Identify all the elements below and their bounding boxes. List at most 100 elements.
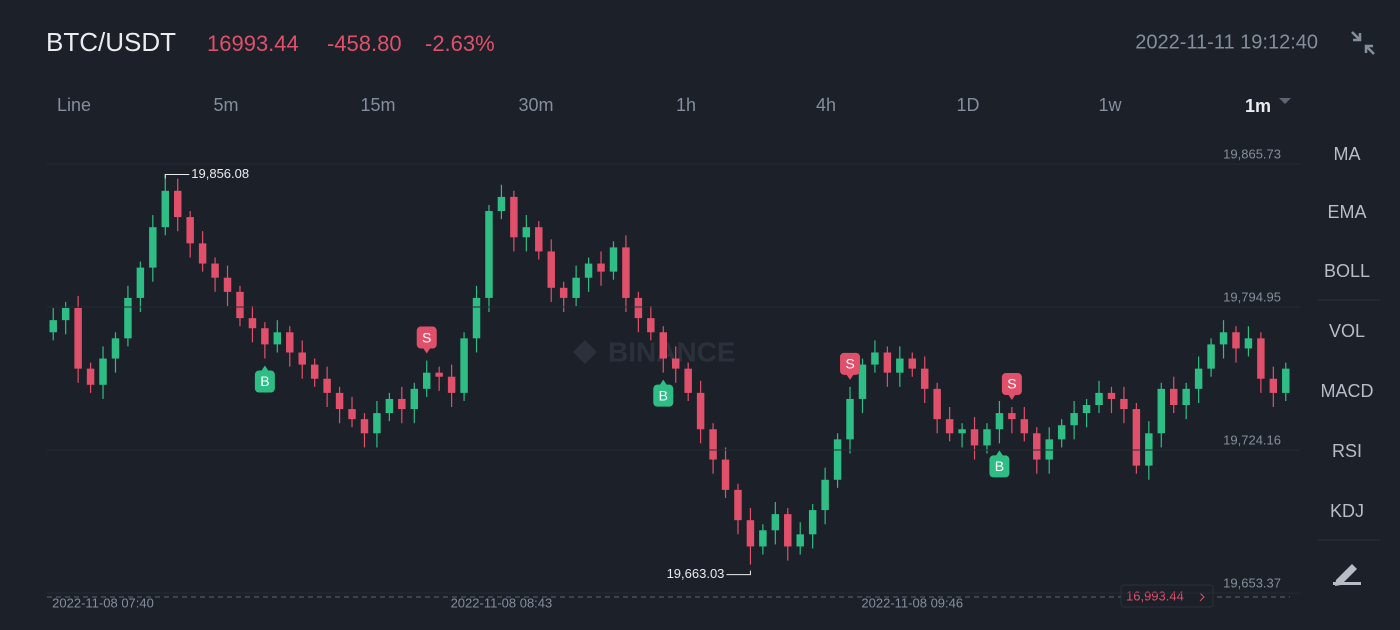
candle-body bbox=[149, 227, 157, 268]
candle-body bbox=[510, 196, 518, 238]
draw-tool[interactable] bbox=[1333, 564, 1361, 586]
candle-body bbox=[310, 364, 319, 379]
candle-body bbox=[373, 413, 381, 434]
annotation-label: 19,663.03 bbox=[667, 566, 725, 581]
candle-body bbox=[995, 413, 1004, 430]
indicator[interactable]: RSI bbox=[1332, 441, 1362, 461]
annotation-line bbox=[726, 570, 751, 576]
candle-body bbox=[223, 277, 232, 292]
marker-pointer bbox=[1007, 394, 1016, 401]
y-tick-label: 19,653.37 bbox=[1223, 576, 1281, 591]
y-tick-label: 19,724.16 bbox=[1223, 432, 1281, 447]
candlestick-chart: 2022-11-08 07:40 2022-11-08 08:43 2022-11-… bbox=[49, 174, 1290, 610]
change-percent: -2.63% bbox=[425, 31, 495, 56]
interval-tab[interactable]: 4h bbox=[816, 95, 836, 115]
interval-tabs: Line 5m 15m 30m 1h 4h 1D 1w 1m bbox=[57, 95, 1291, 116]
candle-body bbox=[933, 388, 941, 420]
candle-body bbox=[983, 429, 991, 446]
candle-body bbox=[1033, 433, 1041, 460]
candle-body bbox=[808, 510, 817, 535]
sell-marker[interactable]: S bbox=[416, 326, 437, 354]
candle-body bbox=[236, 291, 244, 319]
interval-tab[interactable]: 1D bbox=[956, 95, 979, 115]
interval-tab[interactable]: 1h bbox=[676, 95, 696, 115]
candle-body bbox=[136, 267, 145, 298]
candle-body bbox=[572, 277, 580, 298]
candle-body bbox=[597, 263, 605, 272]
x-tick-label: 2022-11-08 07:40 bbox=[52, 595, 154, 610]
marker-label: S bbox=[422, 329, 431, 345]
buy-marker[interactable]: B bbox=[653, 379, 674, 407]
candle-body bbox=[1169, 388, 1178, 406]
candle-body bbox=[622, 247, 630, 298]
candle-body bbox=[323, 378, 331, 393]
candle-body bbox=[771, 514, 780, 531]
candle-body bbox=[398, 398, 406, 410]
indicator[interactable]: EMA bbox=[1327, 202, 1366, 222]
watermark-group: BINANCE bbox=[573, 336, 736, 367]
sell-marker[interactable]: S bbox=[840, 352, 861, 380]
candle-body bbox=[1120, 398, 1128, 410]
candle-body bbox=[1257, 338, 1265, 379]
candle-body bbox=[1082, 405, 1091, 414]
candle-body bbox=[173, 190, 182, 218]
indicator[interactable]: VOL bbox=[1329, 321, 1365, 341]
candle-body bbox=[609, 247, 618, 272]
candle-body bbox=[497, 196, 506, 212]
annotation-label: 19,856.08 bbox=[191, 166, 249, 181]
indicator-menu: MA EMA BOLL VOL MACD RSI KDJ bbox=[1318, 144, 1380, 586]
candle-body bbox=[759, 530, 767, 547]
candle-body bbox=[746, 520, 755, 547]
candle-body bbox=[1282, 368, 1290, 393]
interval-tab-active[interactable]: 1m bbox=[1245, 96, 1271, 116]
buy-marker[interactable]: B bbox=[254, 365, 275, 393]
marker-box bbox=[989, 455, 1010, 478]
interval-tab[interactable]: Line bbox=[57, 95, 91, 115]
candle-body bbox=[1008, 413, 1016, 420]
dropdown-arrow bbox=[1279, 98, 1291, 104]
sell-marker[interactable]: S bbox=[1001, 373, 1022, 401]
candle-body bbox=[535, 227, 543, 252]
indicator[interactable]: MACD bbox=[1321, 381, 1374, 401]
candle-body bbox=[896, 358, 904, 373]
candle-body bbox=[111, 338, 120, 359]
interval-tab[interactable]: 5m bbox=[213, 95, 238, 115]
candle-body bbox=[696, 392, 705, 430]
candle-body bbox=[422, 372, 431, 389]
indicator[interactable]: KDJ bbox=[1330, 501, 1364, 521]
buy-marker[interactable]: B bbox=[989, 450, 1010, 478]
candle-body bbox=[49, 320, 57, 333]
candle-body bbox=[634, 297, 643, 319]
indicator[interactable]: BOLL bbox=[1324, 261, 1370, 281]
candle-body bbox=[1045, 439, 1053, 460]
candle-body bbox=[248, 318, 257, 329]
interval-tab[interactable]: 30m bbox=[518, 95, 553, 115]
marker-label: B bbox=[659, 387, 668, 403]
interval-tab[interactable]: 15m bbox=[360, 95, 395, 115]
candle-body bbox=[1070, 413, 1078, 426]
indicator[interactable]: MA bbox=[1334, 144, 1361, 164]
last-price-tag[interactable] bbox=[1120, 584, 1214, 608]
change: -458.80 bbox=[327, 31, 402, 56]
candle-body bbox=[1219, 332, 1228, 345]
candle-body bbox=[1020, 419, 1029, 434]
candle-body bbox=[858, 364, 867, 399]
interval-tab[interactable]: 1w bbox=[1098, 95, 1122, 115]
candle-body bbox=[671, 358, 680, 369]
candle-body bbox=[447, 376, 456, 393]
marker-pointer bbox=[422, 347, 431, 354]
candle-body bbox=[1244, 338, 1253, 349]
collapse-button[interactable] bbox=[1351, 31, 1375, 55]
datetime: 2022-11-11 19:12:40 bbox=[1135, 31, 1318, 53]
candle-body bbox=[846, 398, 854, 440]
candle-body bbox=[124, 297, 132, 339]
candle-body bbox=[335, 392, 344, 410]
candle-body bbox=[435, 372, 443, 377]
candle-body bbox=[460, 338, 468, 393]
marker-pointer bbox=[846, 373, 855, 380]
candle-body bbox=[410, 388, 419, 410]
candle-body bbox=[522, 227, 531, 238]
candle-body bbox=[99, 358, 107, 385]
candle-body bbox=[1057, 425, 1066, 440]
candle-body bbox=[1132, 409, 1141, 466]
